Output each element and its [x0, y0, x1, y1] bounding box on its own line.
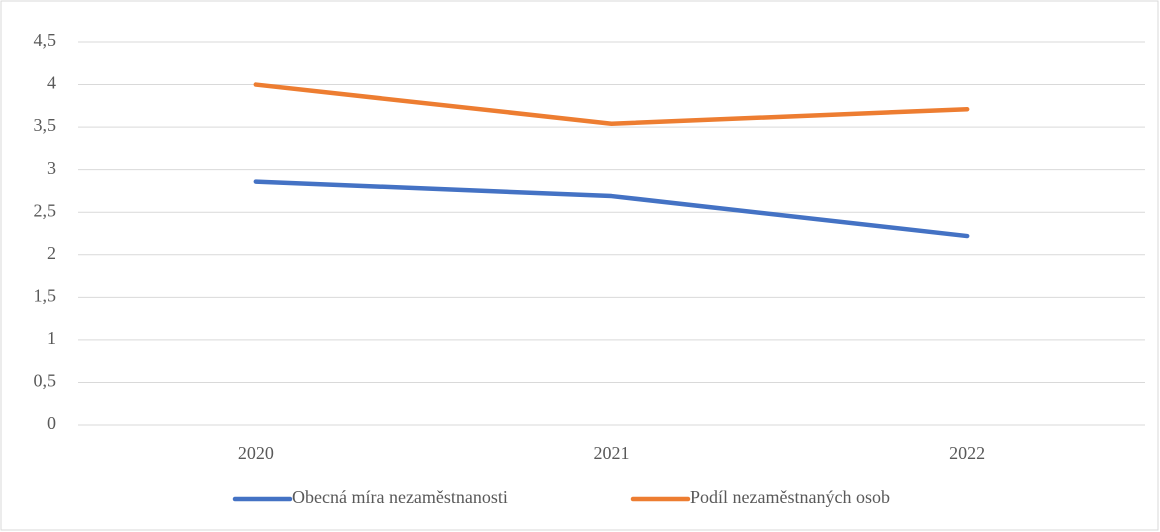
line-series — [253, 82, 970, 126]
x-tick-label: 2022 — [949, 443, 985, 463]
y-tick-label: 2 — [47, 243, 56, 263]
y-tick-label: 0,5 — [34, 371, 57, 391]
y-tick-label: 4 — [47, 73, 56, 93]
y-tick-label: 1,5 — [34, 285, 57, 305]
legend-label: Obecná míra nezaměstnanosti — [292, 487, 508, 507]
y-tick-label: 3,5 — [34, 115, 57, 135]
x-tick-label: 2020 — [238, 443, 274, 463]
y-tick-label: 2,5 — [34, 200, 57, 220]
y-tick-label: 0 — [47, 413, 56, 433]
line-series — [253, 179, 970, 239]
y-tick-label: 4,5 — [34, 30, 57, 50]
y-tick-label: 1 — [47, 328, 56, 348]
legend-label: Podíl nezaměstnaných osob — [690, 487, 890, 507]
y-tick-label: 3 — [47, 158, 56, 178]
x-tick-label: 2021 — [594, 443, 630, 463]
